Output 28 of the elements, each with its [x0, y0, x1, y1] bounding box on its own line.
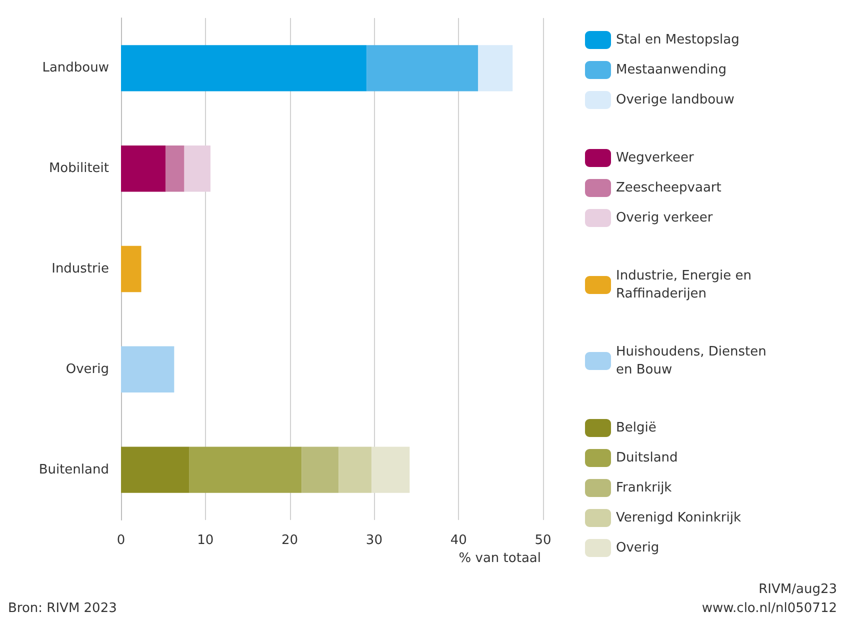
y-tick-label: Overig: [66, 362, 109, 377]
legend-label: Zeescheepvaart: [616, 180, 722, 196]
legend-label: Wegverkeer: [616, 150, 694, 166]
x-tick-label: 20: [282, 533, 298, 548]
y-tick-label: Industrie: [52, 262, 109, 276]
legend-label: Verenigd Koninkrijk: [616, 510, 742, 526]
y-tick-label: Mobiliteit: [48, 161, 109, 176]
y-tick-label: Landbouw: [42, 60, 110, 76]
text: RIVM/aug23: [758, 582, 838, 597]
x-axis-title: % van totaal: [458, 551, 542, 566]
legend-label: Industrie, Energie en Raffinaderijen: [616, 268, 756, 302]
legend-label: België: [616, 420, 656, 436]
x-tick-label: 40: [450, 533, 467, 548]
x-tick-label: 30: [366, 533, 382, 548]
legend-label: Overige landbouw: [616, 92, 735, 108]
legend-label: Overig: [616, 540, 660, 556]
legend-label: Huishoudens, Diensten en Bouw: [616, 344, 770, 378]
legend-label: Mestaanwending: [616, 62, 726, 78]
text: Bron: RIVM 2023: [8, 601, 117, 616]
x-tick-label: 10: [197, 533, 214, 548]
legend-label: Frankrijk: [616, 480, 672, 496]
legend-label: Duitsland: [616, 450, 678, 466]
x-tick-label: 50: [534, 533, 552, 548]
text: www.clo.nl/nl050712: [702, 601, 838, 616]
legend-label: Overig verkeer: [616, 210, 714, 226]
x-tick-label: 0: [116, 533, 126, 548]
legend-label: Stal en Mestopslag: [616, 32, 740, 48]
y-tick-label: Buitenland: [38, 462, 109, 478]
